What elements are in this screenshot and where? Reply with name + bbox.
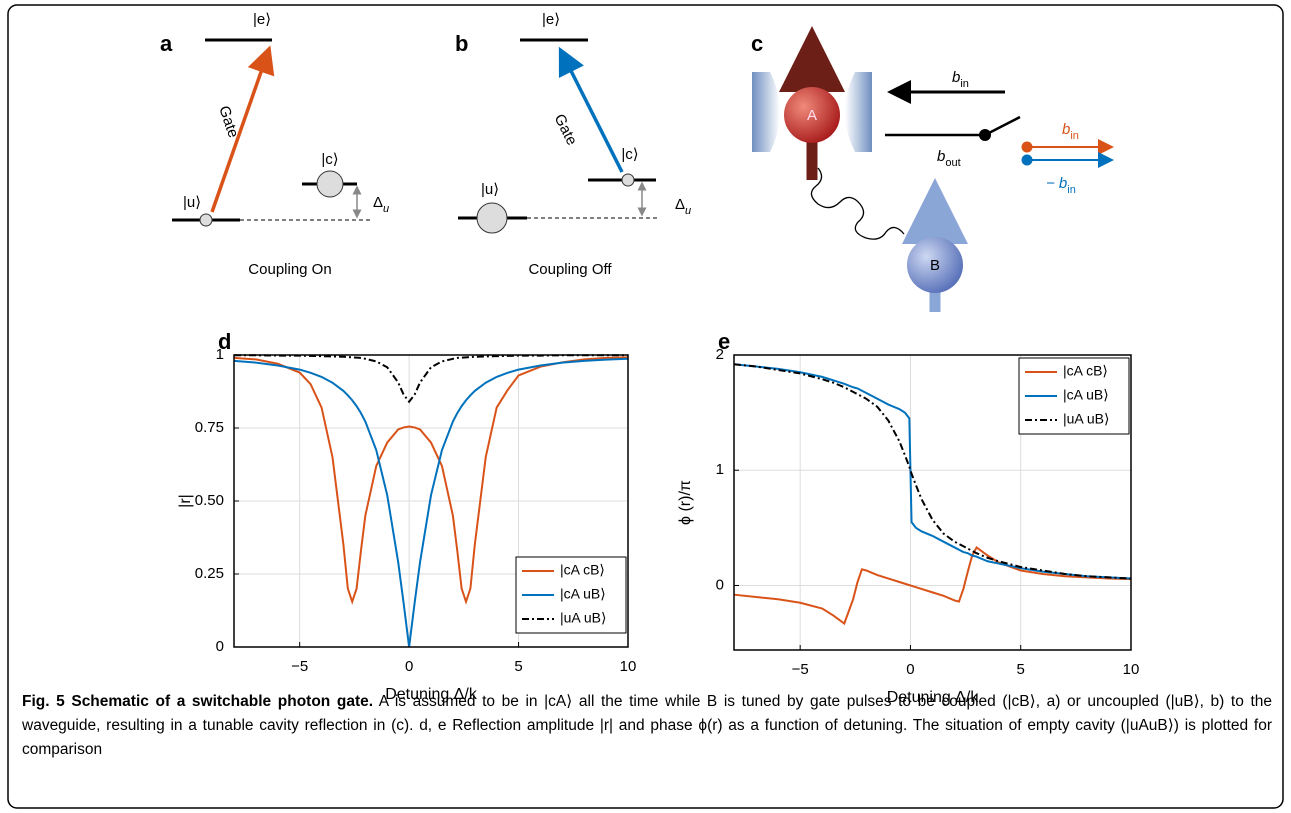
atom-a: [784, 87, 840, 143]
legend-label: |cA uB⟩: [560, 586, 606, 602]
x-tick-label: −5: [291, 658, 308, 675]
frame: [7, 4, 1284, 809]
detuning-label: Δu: [675, 196, 691, 217]
y-tick-label: 1: [216, 346, 224, 363]
panel-b: b |e⟩ |c⟩ |u⟩ Δu Gate Coupling Off: [455, 11, 691, 278]
b-in-label: bin: [952, 69, 969, 90]
b-in-orange-label: bin: [1062, 121, 1079, 142]
y-tick-label: 0.50: [195, 492, 224, 509]
figure-caption: Fig. 5 Schematic of a switchable photon …: [22, 690, 1272, 762]
panel-label: d: [218, 329, 231, 354]
panel-label: b: [455, 31, 468, 56]
panel-label: c: [751, 31, 763, 56]
y-tick-label: 0.25: [195, 565, 224, 582]
cavity-mirror: [845, 72, 872, 152]
x-tick-label: −5: [792, 661, 809, 678]
x-tick-label: 0: [906, 661, 914, 678]
panel-c: c A B bin bout bin − bin: [751, 26, 1114, 312]
y-tick-label: 0: [716, 576, 724, 593]
x-tick-label: 5: [1017, 661, 1025, 678]
panel-caption: Coupling Off: [528, 261, 612, 278]
gate-arrow: [210, 45, 275, 213]
atom-b: [907, 237, 963, 293]
x-axis-label: Detuning Δ/k: [385, 686, 478, 703]
b-out-label: bout: [937, 148, 961, 169]
y-tick-label: 0: [216, 638, 224, 655]
population: [621, 173, 635, 187]
y-tick-label: 0.75: [195, 419, 224, 436]
gate-label: Gate: [215, 104, 242, 140]
gate-arrow: [558, 46, 624, 173]
gate-label: Gate: [551, 111, 581, 148]
legend-label: |cA uB⟩: [1063, 387, 1109, 403]
x-tick-label: 10: [620, 658, 637, 675]
level-label: |e⟩: [253, 11, 271, 28]
level-label: |e⟩: [542, 11, 560, 28]
series-line: [233, 357, 629, 648]
axes-box: [733, 354, 1132, 651]
caption-body: A is assumed to be in |cA⟩ all the time …: [22, 693, 1273, 758]
caption-title: Fig. 5 Schematic of a switchable photon …: [22, 693, 374, 710]
wavy-coupling: [810, 167, 905, 240]
level-label: |u⟩: [481, 181, 499, 198]
series-line: [733, 363, 1132, 580]
series-line: [733, 363, 1132, 580]
panel-caption: Coupling On: [248, 261, 331, 278]
cavity-mirror: [752, 72, 780, 152]
y-axis-label: |r|: [177, 494, 194, 508]
level-label: |c⟩: [321, 151, 338, 168]
detuning-label: Δu: [373, 194, 389, 215]
x-axis-label: Detuning Δ/k: [887, 689, 980, 706]
population: [316, 170, 344, 198]
legend-label: |cA cB⟩: [1063, 363, 1108, 379]
level-label: |c⟩: [621, 146, 638, 163]
y-tick-label: 1: [716, 461, 724, 478]
y-tick-label: 2: [716, 346, 724, 363]
minus-b-in-label: − bin: [1046, 175, 1076, 196]
axes-box: [233, 354, 629, 648]
switch-pivot: [979, 129, 991, 141]
x-tick-label: 10: [1123, 661, 1140, 678]
y-axis-label: ϕ (r)/π: [677, 480, 694, 525]
x-tick-label: 0: [405, 658, 413, 675]
level-label: |u⟩: [183, 194, 201, 211]
panel-a: a |e⟩ |c⟩ |u⟩ Δu Gate Coupling On: [160, 11, 389, 278]
legend-label: |cA cB⟩: [560, 562, 605, 578]
panel-label: a: [160, 31, 173, 56]
population: [476, 202, 508, 234]
atom-label: B: [930, 257, 940, 274]
series-line: [234, 354, 628, 404]
legend-label: |uA uB⟩: [1063, 411, 1109, 427]
population: [199, 213, 213, 227]
legend-label: |uA uB⟩: [560, 610, 606, 626]
x-tick-label: 5: [514, 658, 522, 675]
series-line: [233, 356, 629, 605]
panel-label: e: [718, 329, 730, 354]
switch-lever: [984, 115, 1021, 137]
atom-label: A: [807, 107, 817, 124]
